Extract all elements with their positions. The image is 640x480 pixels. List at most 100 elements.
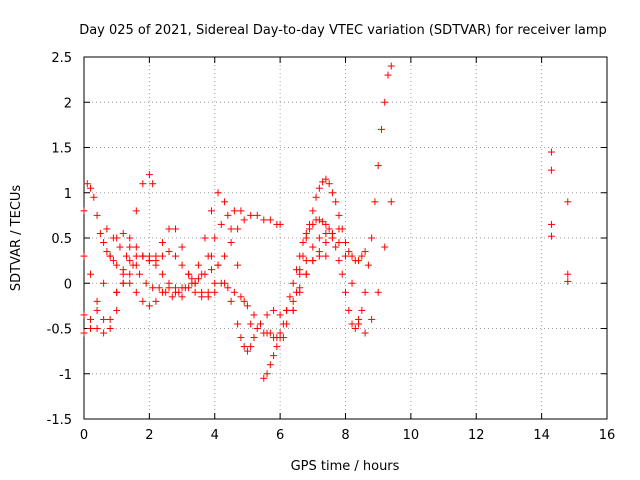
data-point-sat-e xyxy=(207,266,215,274)
data-point-sat-b xyxy=(145,171,153,179)
x-tick-label: 14 xyxy=(533,428,550,443)
data-point-sat-i xyxy=(286,293,294,301)
data-point-sat-e xyxy=(194,275,202,283)
x-tick-label: 16 xyxy=(599,428,616,443)
data-point-sat-a xyxy=(132,288,140,296)
data-point-sat-j xyxy=(332,243,340,251)
data-point-sat-k xyxy=(374,288,382,296)
data-point-sat-a xyxy=(90,193,98,201)
data-point-sat-i xyxy=(279,320,287,328)
data-point-sat-c xyxy=(230,207,238,215)
data-point-sat-e xyxy=(247,211,255,219)
data-point-sat-f xyxy=(198,288,206,296)
data-point-sat-h xyxy=(207,252,215,260)
data-point-sat-i xyxy=(273,343,281,351)
data-point-sat-k xyxy=(302,257,310,265)
data-point-sat-d xyxy=(80,329,88,337)
data-point-sat-i xyxy=(276,334,284,342)
data-point-sat-e xyxy=(227,239,235,247)
data-point-sat-f xyxy=(172,252,180,260)
data-point-sat-l xyxy=(547,220,555,228)
data-point-sat-e xyxy=(103,225,111,233)
data-point-sat-d xyxy=(93,306,101,314)
data-point-sat-j xyxy=(306,225,314,233)
y-tick-label: 0.5 xyxy=(51,232,72,247)
data-point-sat-c xyxy=(119,266,127,274)
data-point-sat-h xyxy=(237,334,245,342)
data-point-sat-j xyxy=(299,252,307,260)
data-point-sat-d xyxy=(165,225,173,233)
data-point-sat-e xyxy=(162,288,170,296)
data-point-sat-e xyxy=(155,284,163,292)
data-point-sat-j xyxy=(289,306,297,314)
data-point-sat-f xyxy=(191,279,199,287)
data-point-sat-k xyxy=(355,315,363,323)
data-point-sat-f xyxy=(113,288,121,296)
data-point-sat-h xyxy=(309,257,317,265)
data-point-sat-b xyxy=(106,325,114,332)
data-point-sat-b xyxy=(126,243,134,251)
data-point-sat-c xyxy=(87,315,95,323)
data-point-sat-f xyxy=(145,252,153,260)
data-point-sat-g xyxy=(207,207,215,215)
data-point-sat-a xyxy=(145,302,153,310)
data-point-sat-h xyxy=(289,297,297,305)
data-point-sat-k xyxy=(328,229,336,237)
data-point-sat-c xyxy=(224,211,232,219)
data-point-sat-e xyxy=(234,225,242,233)
data-point-sat-b xyxy=(113,306,121,314)
data-point-sat-a xyxy=(93,211,101,219)
data-point-sat-l xyxy=(547,232,555,240)
data-point-sat-f xyxy=(165,248,173,256)
chart-title: Day 025 of 2021, Sidereal Day-to-day VTE… xyxy=(79,23,607,38)
data-point-sat-h xyxy=(247,343,255,351)
data-point-sat-e xyxy=(253,211,261,219)
data-point-sat-f xyxy=(243,302,251,310)
data-point-sat-j xyxy=(384,71,392,79)
data-point-sat-j xyxy=(338,270,346,278)
data-point-sat-i xyxy=(348,252,356,260)
data-point-sat-e xyxy=(240,216,248,224)
data-point-sat-f xyxy=(211,288,219,296)
data-point-sat-i xyxy=(309,207,317,215)
data-point-sat-f xyxy=(139,252,147,260)
x-tick-label: 0 xyxy=(80,428,88,443)
data-point-sat-e xyxy=(122,252,130,260)
data-point-sat-j xyxy=(361,288,369,296)
data-point-sat-i xyxy=(332,198,340,206)
data-point-sat-f xyxy=(126,270,134,278)
data-point-sat-h xyxy=(243,347,251,355)
data-point-sat-j xyxy=(358,306,366,314)
data-point-sat-c xyxy=(106,315,114,323)
data-point-sat-h xyxy=(315,248,323,256)
data-point-sat-j xyxy=(348,320,356,328)
data-point-sat-d xyxy=(158,239,166,247)
data-point-sat-h xyxy=(263,311,271,319)
data-point-sat-a xyxy=(87,184,95,192)
data-point-sat-i xyxy=(312,193,320,201)
data-point-sat-b xyxy=(132,207,140,215)
data-point-sat-b xyxy=(100,315,108,323)
data-point-sat-a xyxy=(100,239,108,247)
data-point-sat-a xyxy=(139,297,147,305)
data-point-sat-i xyxy=(361,248,369,256)
y-tick-label: 2 xyxy=(64,96,72,111)
data-point-sat-e xyxy=(221,252,229,260)
x-tick-label: 10 xyxy=(403,428,420,443)
data-point-sat-e xyxy=(201,270,209,278)
data-point-sat-l xyxy=(564,270,572,278)
data-point-sat-i xyxy=(338,225,346,233)
data-point-sat-i xyxy=(270,352,278,360)
data-point-sat-f xyxy=(224,284,232,292)
data-point-sat-h xyxy=(227,297,235,305)
data-point-sat-j xyxy=(342,288,349,296)
data-point-sat-d xyxy=(172,225,180,233)
data-point-sat-k xyxy=(335,239,343,247)
data-point-sat-l xyxy=(564,277,572,285)
data-point-sat-g xyxy=(188,275,196,283)
data-point-sat-g xyxy=(247,320,255,328)
data-point-sat-c xyxy=(165,279,173,287)
data-point-sat-i xyxy=(355,257,363,265)
data-point-sat-i xyxy=(345,248,353,256)
